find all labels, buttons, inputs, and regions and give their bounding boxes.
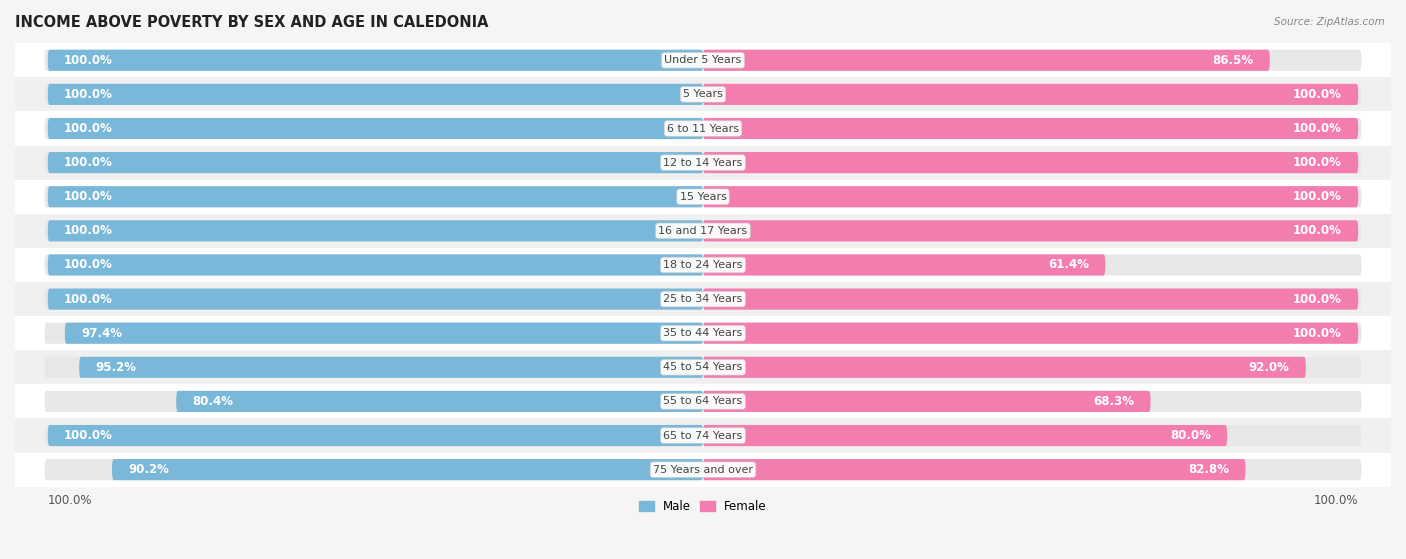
Text: 35 to 44 Years: 35 to 44 Years (664, 328, 742, 338)
FancyBboxPatch shape (48, 288, 703, 310)
FancyBboxPatch shape (176, 391, 703, 412)
Text: 100.0%: 100.0% (1294, 292, 1341, 306)
FancyBboxPatch shape (48, 186, 703, 207)
Text: Source: ZipAtlas.com: Source: ZipAtlas.com (1274, 17, 1385, 27)
Text: 100.0%: 100.0% (1294, 190, 1341, 203)
Bar (15, 248, 1391, 282)
Text: 100.0%: 100.0% (65, 190, 112, 203)
Text: 100.0%: 100.0% (1313, 494, 1358, 507)
Text: 100.0%: 100.0% (65, 429, 112, 442)
Text: 5 Years: 5 Years (683, 89, 723, 100)
FancyBboxPatch shape (703, 459, 1246, 480)
FancyBboxPatch shape (45, 288, 1361, 310)
Legend: Male, Female: Male, Female (634, 495, 772, 518)
Bar (15, 419, 1391, 453)
FancyBboxPatch shape (79, 357, 703, 378)
Bar (15, 145, 1391, 179)
Bar (15, 43, 1391, 77)
Text: 100.0%: 100.0% (65, 122, 112, 135)
Text: 92.0%: 92.0% (1249, 361, 1289, 374)
FancyBboxPatch shape (703, 323, 1358, 344)
Bar (15, 316, 1391, 350)
Text: 95.2%: 95.2% (96, 361, 136, 374)
Text: 100.0%: 100.0% (65, 224, 112, 238)
FancyBboxPatch shape (48, 220, 703, 241)
Text: 100.0%: 100.0% (65, 88, 112, 101)
Text: 12 to 14 Years: 12 to 14 Years (664, 158, 742, 168)
FancyBboxPatch shape (703, 152, 1358, 173)
Text: 100.0%: 100.0% (65, 258, 112, 272)
Bar (15, 282, 1391, 316)
Text: Under 5 Years: Under 5 Years (665, 55, 741, 65)
FancyBboxPatch shape (45, 220, 1361, 241)
FancyBboxPatch shape (65, 323, 703, 344)
Text: 100.0%: 100.0% (1294, 88, 1341, 101)
FancyBboxPatch shape (703, 118, 1358, 139)
Text: 86.5%: 86.5% (1212, 54, 1253, 67)
FancyBboxPatch shape (45, 391, 1361, 412)
FancyBboxPatch shape (48, 254, 703, 276)
FancyBboxPatch shape (112, 459, 703, 480)
FancyBboxPatch shape (45, 50, 1361, 71)
FancyBboxPatch shape (45, 254, 1361, 276)
Text: 100.0%: 100.0% (1294, 156, 1341, 169)
FancyBboxPatch shape (45, 425, 1361, 446)
FancyBboxPatch shape (48, 152, 703, 173)
Text: 75 Years and over: 75 Years and over (652, 465, 754, 475)
FancyBboxPatch shape (48, 118, 703, 139)
FancyBboxPatch shape (703, 186, 1358, 207)
Text: INCOME ABOVE POVERTY BY SEX AND AGE IN CALEDONIA: INCOME ABOVE POVERTY BY SEX AND AGE IN C… (15, 15, 488, 30)
Bar (15, 77, 1391, 111)
FancyBboxPatch shape (703, 288, 1358, 310)
Text: 100.0%: 100.0% (1294, 224, 1341, 238)
FancyBboxPatch shape (703, 357, 1306, 378)
Bar (15, 385, 1391, 419)
FancyBboxPatch shape (703, 254, 1105, 276)
Text: 80.0%: 80.0% (1170, 429, 1211, 442)
FancyBboxPatch shape (703, 425, 1227, 446)
Text: 6 to 11 Years: 6 to 11 Years (666, 124, 740, 134)
Bar (15, 214, 1391, 248)
Text: 100.0%: 100.0% (65, 54, 112, 67)
FancyBboxPatch shape (45, 323, 1361, 344)
Text: 80.4%: 80.4% (193, 395, 233, 408)
Bar (15, 179, 1391, 214)
FancyBboxPatch shape (45, 357, 1361, 378)
Text: 61.4%: 61.4% (1047, 258, 1088, 272)
Text: 25 to 34 Years: 25 to 34 Years (664, 294, 742, 304)
Text: 100.0%: 100.0% (1294, 326, 1341, 340)
FancyBboxPatch shape (45, 459, 1361, 480)
Text: 97.4%: 97.4% (82, 326, 122, 340)
Bar (15, 350, 1391, 385)
FancyBboxPatch shape (703, 220, 1358, 241)
Text: 18 to 24 Years: 18 to 24 Years (664, 260, 742, 270)
Text: 100.0%: 100.0% (1294, 122, 1341, 135)
FancyBboxPatch shape (48, 84, 703, 105)
FancyBboxPatch shape (48, 425, 703, 446)
Text: 100.0%: 100.0% (65, 292, 112, 306)
Text: 65 to 74 Years: 65 to 74 Years (664, 430, 742, 440)
FancyBboxPatch shape (45, 186, 1361, 207)
FancyBboxPatch shape (703, 50, 1270, 71)
FancyBboxPatch shape (703, 84, 1358, 105)
Text: 16 and 17 Years: 16 and 17 Years (658, 226, 748, 236)
Text: 100.0%: 100.0% (65, 156, 112, 169)
Text: 15 Years: 15 Years (679, 192, 727, 202)
Text: 55 to 64 Years: 55 to 64 Years (664, 396, 742, 406)
Bar (15, 453, 1391, 487)
Text: 90.2%: 90.2% (128, 463, 169, 476)
FancyBboxPatch shape (703, 391, 1150, 412)
Text: 68.3%: 68.3% (1092, 395, 1135, 408)
Bar (15, 111, 1391, 145)
FancyBboxPatch shape (48, 50, 703, 71)
Text: 100.0%: 100.0% (48, 494, 93, 507)
FancyBboxPatch shape (45, 84, 1361, 105)
Text: 82.8%: 82.8% (1188, 463, 1229, 476)
Text: 45 to 54 Years: 45 to 54 Years (664, 362, 742, 372)
FancyBboxPatch shape (45, 118, 1361, 139)
FancyBboxPatch shape (45, 152, 1361, 173)
